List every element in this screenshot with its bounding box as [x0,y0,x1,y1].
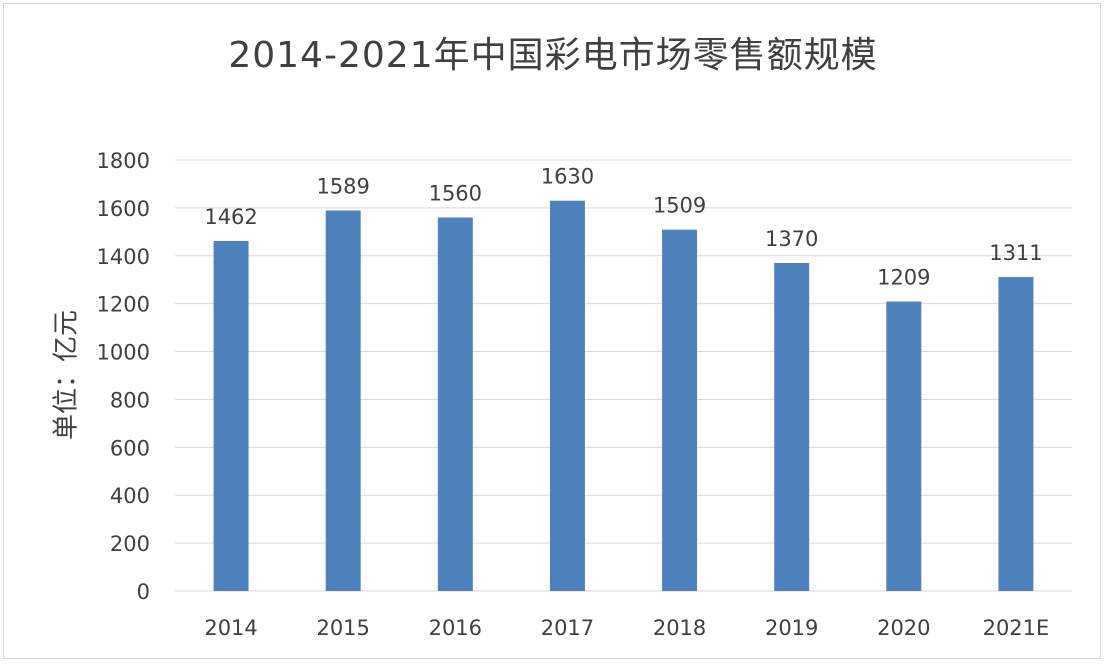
x-tick-label: 2016 [429,616,482,640]
x-tick-label: 2015 [316,616,369,640]
data-label: 1630 [541,165,594,189]
bar [437,217,473,591]
data-label: 1209 [877,266,930,290]
y-tick-label: 800 [110,388,150,412]
data-label: 1370 [765,227,818,251]
y-tick-label: 1600 [97,197,150,221]
data-label: 1509 [653,194,706,218]
bar [886,301,922,591]
data-label: 1589 [316,175,369,199]
data-label: 1560 [429,181,482,205]
x-tick-label: 2014 [204,616,257,640]
bar [325,210,361,592]
y-tick-label: 200 [110,532,150,556]
bar [774,262,810,591]
bar [998,277,1034,591]
bar [662,229,698,591]
y-tick-label: 400 [110,484,150,508]
x-tick-label: 2017 [541,616,594,640]
x-tick-label: 2019 [765,616,818,640]
data-label: 1462 [204,205,257,229]
x-tick-label: 2020 [877,616,930,640]
y-tick-label: 1800 [97,149,150,173]
x-tick-label: 2018 [653,616,706,640]
y-tick-label: 1000 [97,341,150,365]
y-tick-label: 600 [110,436,150,460]
y-tick-label: 0 [137,580,150,604]
y-tick-label: 1200 [97,293,150,317]
chart-title: 2014-2021年中国彩电市场零售额规模 [228,35,878,76]
bar [213,240,249,591]
bar [549,200,585,591]
data-label: 1311 [989,241,1042,265]
x-tick-label: 2021E [983,616,1050,640]
y-tick-label: 1400 [97,245,150,269]
